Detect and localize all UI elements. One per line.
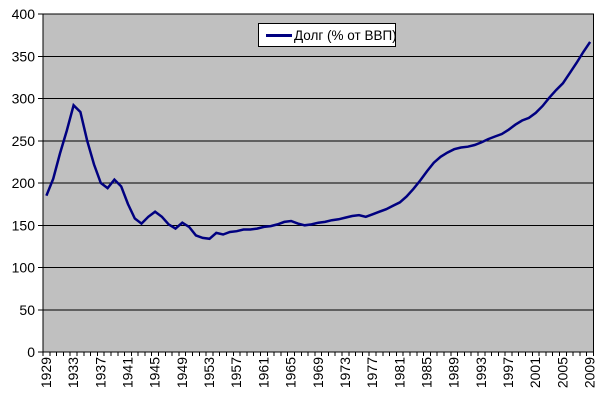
- x-axis-label: 1929: [38, 357, 54, 388]
- x-axis-label: 1973: [337, 357, 353, 388]
- y-axis-label: 400: [12, 6, 36, 22]
- legend: Долг (% от ВВП): [258, 23, 397, 47]
- x-axis-label: 1949: [174, 357, 190, 388]
- x-axis-label: 1961: [255, 357, 271, 388]
- y-axis-label: 150: [12, 217, 36, 233]
- y-axis-label: 350: [12, 48, 36, 64]
- x-axis-label: 1933: [65, 357, 81, 388]
- x-axis-label: 1953: [201, 357, 217, 388]
- x-axis-label: 1985: [418, 357, 434, 388]
- y-axis-label: 50: [19, 302, 35, 318]
- y-axis-label: 200: [12, 175, 36, 191]
- y-axis-label: 250: [12, 133, 36, 149]
- x-axis-label: 1957: [228, 357, 244, 388]
- x-axis-label: 2005: [554, 357, 570, 388]
- legend-line-sample: [266, 33, 292, 37]
- x-axis-label: 1945: [147, 357, 163, 388]
- x-axis-label: 1977: [364, 357, 380, 388]
- y-axis-label: 0: [27, 344, 35, 360]
- x-axis-label: 1997: [500, 357, 516, 388]
- x-axis-label: 1969: [310, 357, 326, 388]
- y-axis-label: 300: [12, 91, 36, 107]
- x-axis-label: 1981: [391, 357, 407, 388]
- x-axis-label: 2009: [582, 357, 598, 388]
- x-axis-label: 1941: [119, 357, 135, 388]
- x-axis-label: 2001: [527, 357, 543, 388]
- x-axis-label: 1937: [92, 357, 108, 388]
- legend-label: Долг (% от ВВП): [294, 27, 397, 43]
- x-axis-label: 1965: [283, 357, 299, 388]
- x-axis-label: 1993: [473, 357, 489, 388]
- series-line-debt: [45, 41, 592, 241]
- x-axis-label: 1989: [446, 357, 462, 388]
- y-axis-label: 100: [12, 260, 36, 276]
